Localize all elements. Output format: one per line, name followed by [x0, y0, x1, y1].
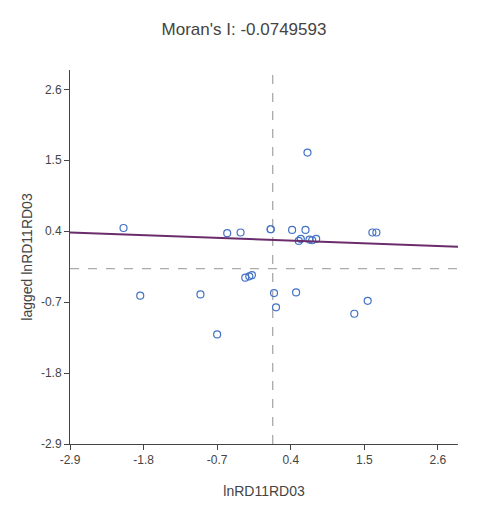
- svg-text:1.5: 1.5: [356, 453, 373, 467]
- svg-text:1.5: 1.5: [45, 153, 62, 167]
- svg-text:lagged lnRD11RD03: lagged lnRD11RD03: [19, 193, 35, 321]
- svg-text:-0.7: -0.7: [41, 295, 62, 309]
- svg-text:0.4: 0.4: [45, 224, 62, 238]
- svg-text:-1.8: -1.8: [41, 366, 62, 380]
- svg-text:Moran's I: -0.0749593: Moran's I: -0.0749593: [162, 20, 327, 39]
- svg-text:2.6: 2.6: [430, 453, 447, 467]
- svg-text:2.6: 2.6: [45, 83, 62, 97]
- svg-text:-2.9: -2.9: [60, 453, 81, 467]
- svg-text:-2.9: -2.9: [41, 437, 62, 451]
- svg-text:-1.8: -1.8: [133, 453, 154, 467]
- svg-text:lnRD11RD03: lnRD11RD03: [223, 483, 305, 499]
- svg-text:-0.7: -0.7: [207, 453, 228, 467]
- svg-text:0.4: 0.4: [282, 453, 299, 467]
